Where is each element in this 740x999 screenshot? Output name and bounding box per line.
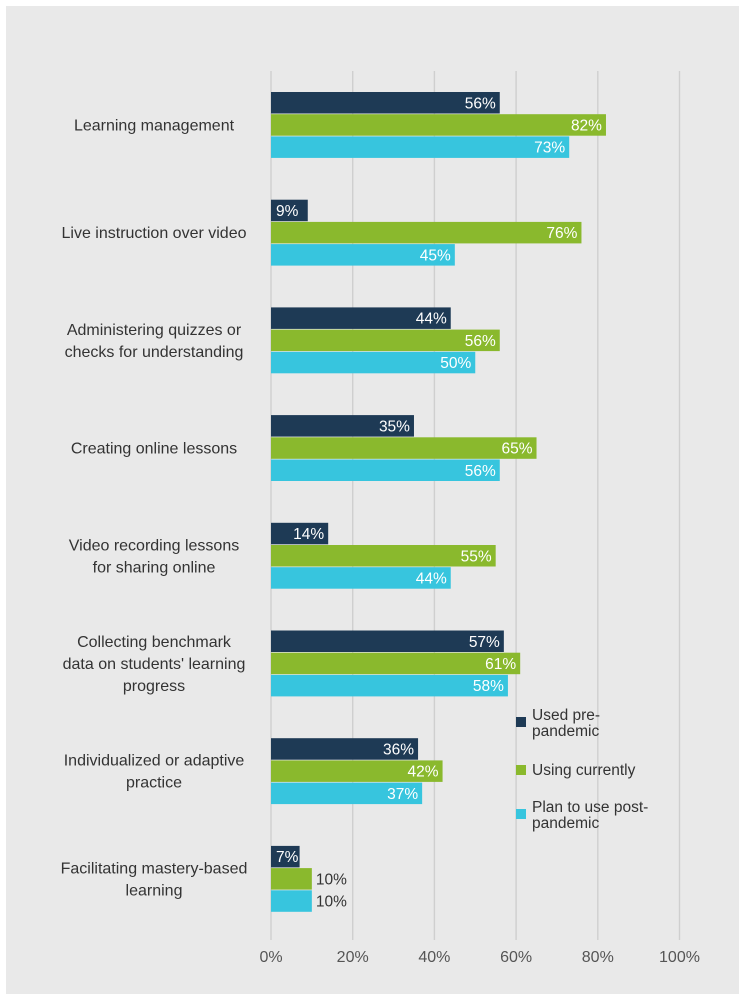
legend-label: Using currently	[532, 762, 636, 779]
bar	[271, 92, 500, 114]
data-label: 36%	[383, 741, 414, 758]
bar	[271, 652, 521, 675]
data-label: 56%	[465, 333, 496, 350]
bar	[271, 351, 476, 374]
bar	[271, 782, 423, 805]
category-labels: Learning management Live instruction over…	[61, 117, 248, 899]
x-tick-label: 60%	[500, 949, 532, 966]
bar	[271, 890, 312, 912]
data-label: 58%	[473, 678, 504, 695]
bars	[271, 92, 606, 912]
legend-swatch	[516, 717, 526, 727]
bar	[271, 738, 419, 760]
bar	[271, 760, 443, 782]
legend-label: Used pre-pandemic	[532, 707, 600, 740]
category-label: Administering quizzes or checks for under…	[65, 322, 244, 361]
data-label: 9%	[276, 203, 299, 220]
bar	[271, 329, 500, 352]
data-label: 73%	[534, 140, 565, 157]
x-tick-labels: 0% 20% 40% 60% 80% 100%	[259, 949, 700, 966]
data-label: 37%	[387, 786, 418, 803]
bar	[271, 415, 414, 437]
data-label: 45%	[420, 247, 451, 264]
x-tick-label: 0%	[259, 949, 282, 966]
bar	[271, 199, 308, 222]
legend-swatch	[516, 765, 526, 775]
data-label: 76%	[546, 225, 577, 242]
bar	[271, 221, 582, 244]
legend: Used pre-pandemic Using currently Plan to …	[516, 707, 648, 832]
data-label: 50%	[440, 355, 471, 372]
data-label: 35%	[379, 418, 410, 435]
data-label: 56%	[465, 463, 496, 480]
data-label: 44%	[416, 570, 447, 587]
bar	[271, 244, 455, 266]
category-label: Facilitating mastery-based learning	[61, 860, 248, 899]
category-label: Live instruction over video	[62, 225, 247, 242]
category-label: Learning management	[74, 117, 235, 134]
legend-label: Plan to use post-pandemic	[532, 799, 648, 832]
bar	[271, 845, 300, 868]
x-tick-label: 100%	[659, 949, 700, 966]
data-label: 42%	[408, 764, 439, 781]
data-label: 55%	[461, 548, 492, 565]
x-tick-label: 40%	[418, 949, 450, 966]
category-label: Individualized or adaptive practice	[64, 753, 245, 792]
data-label: 56%	[465, 95, 496, 112]
bar	[271, 868, 312, 890]
value-labels: 56% 82% 73% 9% 76% 45% 44% 56% 50% 35% 65% 56% 14% 55…	[276, 95, 602, 910]
data-label: 57%	[469, 634, 500, 651]
data-label: 14%	[293, 526, 324, 543]
data-label: 65%	[501, 441, 532, 458]
category-label: Creating online lessons	[71, 441, 237, 458]
data-label: 44%	[416, 311, 447, 328]
category-label: Collecting benchmark data on students' le…	[63, 634, 246, 695]
bar	[271, 630, 504, 652]
data-label: 10%	[316, 894, 347, 911]
chart-panel	[6, 6, 739, 994]
bar	[271, 437, 537, 459]
x-tick-label: 20%	[337, 949, 369, 966]
bar	[271, 459, 500, 481]
bar	[271, 674, 508, 697]
x-tick-label: 80%	[582, 949, 614, 966]
bar	[271, 522, 329, 545]
data-label: 7%	[276, 849, 299, 866]
data-label: 10%	[316, 871, 347, 888]
bar	[271, 307, 451, 329]
bar	[271, 545, 496, 567]
legend-swatch	[516, 809, 526, 819]
bar	[271, 567, 451, 589]
data-label: 82%	[571, 117, 602, 134]
bar	[271, 114, 606, 136]
bar	[271, 136, 570, 158]
category-label: Video recording lessons for sharing onlin…	[69, 537, 239, 576]
data-label: 61%	[485, 656, 516, 673]
